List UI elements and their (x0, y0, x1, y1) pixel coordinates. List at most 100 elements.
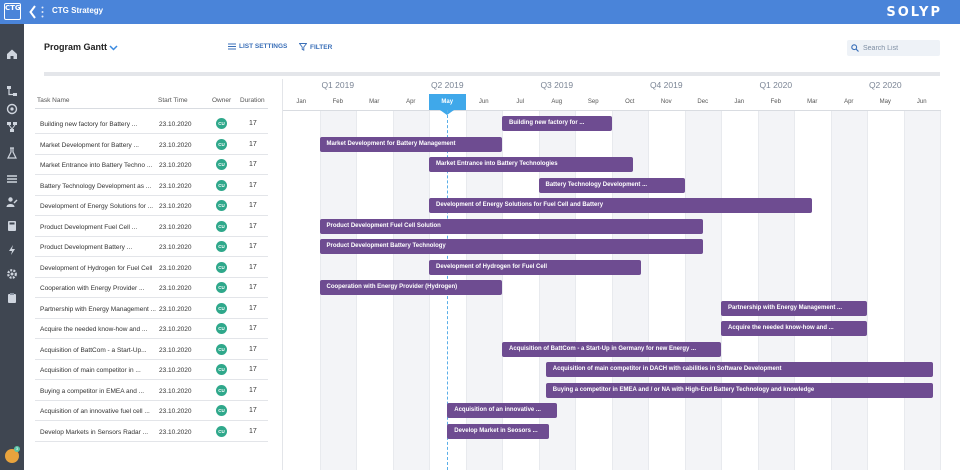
task-name[interactable]: Cooperation with Energy Provider ... (40, 285, 145, 292)
list-icon[interactable] (6, 173, 18, 185)
gantt-bar[interactable]: Building new factory for ... (502, 116, 612, 131)
month-label[interactable]: Jun (916, 99, 927, 105)
owner-avatar[interactable]: CU (216, 220, 227, 232)
month-label[interactable]: Oct (625, 99, 635, 105)
month-label[interactable]: May (879, 99, 891, 105)
home-icon[interactable] (6, 48, 18, 60)
clipboard-icon[interactable] (6, 292, 18, 304)
task-name[interactable]: Acquisition of BattCom - a Start-Up... (40, 346, 147, 354)
target-icon[interactable] (6, 103, 18, 115)
table-row[interactable]: Development of Hydrogen for Fuel Cell 23.… (35, 258, 268, 278)
col-start-time[interactable]: Start Time (158, 97, 188, 104)
app-logo[interactable]: CTG (4, 3, 21, 20)
task-name[interactable]: Product Development Battery ... (40, 244, 133, 251)
month-label[interactable]: Aug (551, 99, 563, 105)
user-avatar[interactable] (5, 449, 19, 463)
task-name[interactable]: Market Development for Battery ... (40, 141, 139, 149)
table-row[interactable]: Acquisition of main competitor in ... 23.… (35, 360, 268, 380)
task-name[interactable]: Partnership with Energy Management ... (40, 305, 156, 313)
hierarchy-icon[interactable] (6, 85, 18, 97)
gantt-bar[interactable]: Product Development Battery Technology (319, 239, 703, 254)
table-row[interactable]: Acquisition of BattCom - a Start-Up... 23… (35, 340, 268, 360)
search-input[interactable] (863, 42, 937, 54)
month-label[interactable]: Mar (807, 99, 818, 105)
table-row[interactable]: Cooperation with Energy Provider ... 23.1… (35, 278, 268, 298)
gantt-bar[interactable]: Product Development Fuel Cell Solution (319, 218, 703, 234)
owner-avatar[interactable]: CU (216, 118, 227, 129)
col-task-name[interactable]: Task Name (37, 97, 70, 104)
gantt-bar[interactable]: Develop Market in Seosors ... (447, 423, 550, 439)
owner-avatar[interactable]: CU (216, 405, 227, 416)
month-label[interactable]: Mar (369, 99, 380, 105)
lightning-icon[interactable] (6, 244, 18, 256)
task-name[interactable]: Acquisition of an innovative fuel cell .… (40, 408, 150, 415)
search-box[interactable] (847, 40, 940, 56)
task-name[interactable]: Product Development Fuel Cell ... (40, 223, 138, 231)
month-label[interactable]: Nov (660, 99, 672, 105)
owner-avatar[interactable]: CU (216, 323, 227, 334)
task-name[interactable]: Acquire the needed know-how and ... (40, 326, 148, 333)
table-row[interactable]: Market Development for Battery ... 23.10.… (35, 135, 268, 155)
table-row[interactable]: Product Development Battery ... 23.10.202… (35, 237, 268, 257)
owner-avatar[interactable]: CU (216, 282, 227, 293)
gantt-bar[interactable]: Market Entrance into Battery Technologie… (429, 157, 634, 172)
owner-avatar[interactable]: CU (216, 364, 227, 375)
task-name[interactable]: Buying a competitor in EMEA and ... (40, 387, 145, 395)
table-row[interactable]: Market Entrance into Battery Techno ... 2… (35, 155, 268, 175)
more-vertical-icon[interactable] (41, 6, 44, 18)
table-row[interactable]: Battery Technology Development as ... 23.… (35, 176, 268, 196)
month-label[interactable]: Jan (734, 99, 745, 105)
gantt-bar[interactable]: Partnership with Energy Management ... (721, 300, 867, 316)
back-chevron-icon[interactable] (29, 5, 37, 19)
col-duration[interactable]: Duration (240, 97, 265, 104)
task-name[interactable]: Acquisition of main competitor in ... (40, 367, 141, 374)
col-owner[interactable]: Owner (212, 97, 232, 104)
month-label[interactable]: Feb (332, 99, 343, 105)
owner-avatar[interactable]: CU (216, 179, 227, 191)
table-row[interactable]: Acquire the needed know-how and ... 23.10… (35, 319, 268, 339)
view-title[interactable]: Program Gantt (44, 42, 108, 52)
calculator-icon[interactable] (6, 220, 18, 232)
flask-icon[interactable] (6, 147, 18, 159)
owner-avatar[interactable]: CU (216, 200, 227, 211)
month-label[interactable]: Feb (770, 99, 781, 105)
month-label[interactable]: Jun (478, 99, 489, 105)
gantt-bar[interactable]: Cooperation with Energy Provider (Hydrog… (319, 280, 502, 295)
gantt-bar[interactable]: Acquisition of BattCom - a Start-Up in G… (502, 341, 721, 357)
owner-avatar[interactable]: CU (216, 138, 227, 150)
table-row[interactable]: Partnership with Energy Management ... 23… (35, 299, 268, 319)
network-icon[interactable] (6, 121, 18, 133)
user-edit-icon[interactable] (6, 196, 18, 208)
owner-avatar[interactable]: CU (216, 302, 227, 314)
task-name[interactable]: Market Entrance into Battery Techno ... (40, 162, 153, 169)
gantt-bar[interactable]: Market Development for Battery Managemen… (319, 136, 502, 152)
owner-avatar[interactable]: CU (216, 241, 227, 252)
table-row[interactable]: Building new factory for Battery ... 23.1… (35, 114, 268, 134)
table-row[interactable]: Develop Markets in Sensors Radar ... 23.1… (35, 422, 268, 442)
task-name[interactable]: Building new factory for Battery ... (40, 121, 138, 128)
gantt-bar[interactable]: Development of Hydrogen for Fuel Cell (429, 259, 641, 275)
current-month-label[interactable]: May (429, 94, 466, 110)
month-label[interactable]: Jul (516, 99, 525, 105)
owner-avatar[interactable]: CU (216, 425, 227, 437)
gantt-bar[interactable]: Buying a competitor in EMEA and / or NA … (545, 382, 933, 398)
month-label[interactable]: Jan (296, 99, 307, 105)
task-name[interactable]: Develop Markets in Sensors Radar ... (40, 428, 149, 436)
month-label[interactable]: Sep (587, 99, 599, 105)
table-row[interactable]: Development of Energy Solutions for ... 2… (35, 196, 268, 216)
month-label[interactable]: Apr (844, 99, 854, 105)
gantt-bar[interactable]: Development of Energy Solutions for Fuel… (429, 198, 813, 213)
list-settings-button[interactable]: LIST SETTINGS (228, 43, 287, 50)
month-label[interactable]: Apr (406, 99, 416, 105)
filter-button[interactable]: FILTER (299, 43, 332, 51)
task-name[interactable]: Development of Energy Solutions for ... (40, 203, 154, 210)
gantt-bar[interactable]: Battery Technology Development ... (538, 177, 685, 193)
gear-icon[interactable] (6, 268, 18, 280)
gantt-bar[interactable]: Acquisition of an innovative ... (447, 403, 557, 418)
table-row[interactable]: Acquisition of an innovative fuel cell .… (35, 401, 268, 421)
task-name[interactable]: Battery Technology Development as ... (40, 182, 152, 190)
owner-avatar[interactable]: CU (216, 261, 227, 273)
gantt-bar[interactable]: Acquire the needed know-how and ... (721, 321, 867, 336)
owner-avatar[interactable]: CU (216, 343, 227, 355)
chevron-down-icon[interactable] (109, 43, 118, 52)
